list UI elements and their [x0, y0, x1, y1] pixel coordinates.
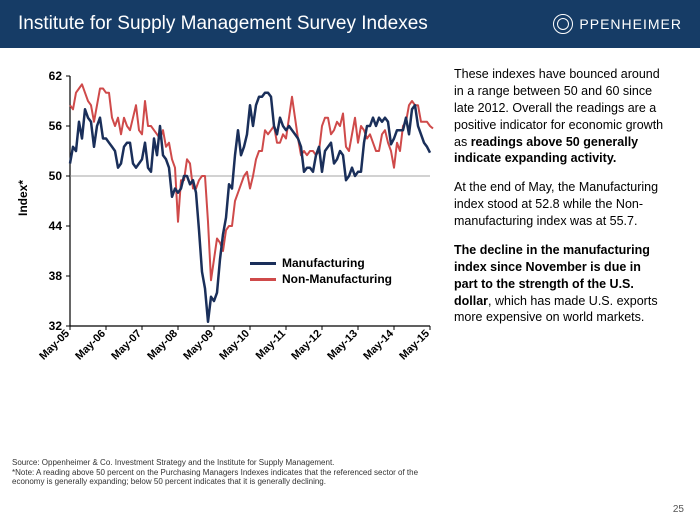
- svg-text:May-07: May-07: [109, 328, 144, 363]
- logo-text: PPENHEIMER: [579, 16, 682, 32]
- footnote-note: *Note: A reading above 50 percent on the…: [12, 468, 442, 487]
- svg-text:62: 62: [49, 69, 63, 83]
- svg-text:May-06: May-06: [73, 328, 108, 363]
- legend-label: Non-Manufacturing: [282, 272, 392, 286]
- svg-text:May-13: May-13: [325, 328, 360, 363]
- page-number: 25: [673, 504, 684, 515]
- svg-text:May-15: May-15: [397, 328, 432, 363]
- text-bold: readings above 50 generally indicate exp…: [454, 135, 638, 166]
- svg-text:38: 38: [49, 269, 63, 283]
- paragraph-3: The decline in the manufacturing index s…: [454, 242, 664, 326]
- logo: PPENHEIMER: [553, 14, 682, 34]
- legend-label: Manufacturing: [282, 256, 365, 270]
- svg-text:May-08: May-08: [145, 328, 180, 363]
- page-title: Institute for Supply Management Survey I…: [18, 13, 428, 35]
- commentary: These indexes have bounced around in a r…: [454, 66, 664, 396]
- legend-swatch-icon: [250, 262, 276, 265]
- footnote: Source: Oppenheimer & Co. Investment Str…: [12, 458, 442, 487]
- legend-item-nonmanufacturing: Non-Manufacturing: [250, 272, 392, 286]
- paragraph-1: These indexes have bounced around in a r…: [454, 66, 664, 167]
- svg-text:May-09: May-09: [181, 328, 216, 363]
- content: Index* 323844505662May-05May-06May-07May…: [0, 48, 700, 396]
- footnote-source: Source: Oppenheimer & Co. Investment Str…: [12, 458, 442, 468]
- chart-svg: 323844505662May-05May-06May-07May-08May-…: [10, 66, 440, 396]
- legend-item-manufacturing: Manufacturing: [250, 256, 392, 270]
- y-axis-label: Index*: [16, 180, 30, 216]
- header: Institute for Supply Management Survey I…: [0, 0, 700, 48]
- slide: Institute for Supply Management Survey I…: [0, 0, 700, 525]
- legend: Manufacturing Non-Manufacturing: [250, 256, 392, 288]
- paragraph-2: At the end of May, the Manufacturing ind…: [454, 179, 664, 230]
- legend-swatch-icon: [250, 278, 276, 281]
- svg-text:44: 44: [49, 219, 63, 233]
- chart: Index* 323844505662May-05May-06May-07May…: [10, 66, 440, 396]
- svg-text:May-10: May-10: [217, 328, 252, 363]
- svg-text:50: 50: [49, 169, 63, 183]
- svg-text:56: 56: [49, 119, 63, 133]
- svg-text:May-14: May-14: [361, 327, 396, 362]
- logo-ring-icon: [553, 14, 573, 34]
- svg-text:May-12: May-12: [289, 328, 324, 363]
- svg-text:May-11: May-11: [254, 328, 288, 362]
